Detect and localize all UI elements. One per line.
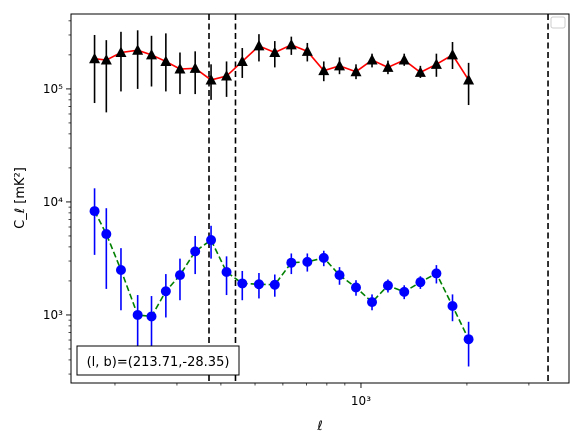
x-axis-label: ℓ	[316, 419, 322, 434]
data-point	[253, 279, 264, 290]
data-point	[463, 73, 475, 85]
axes: 10³ 10⁴ 10⁵ 10³	[43, 13, 570, 408]
data-point	[269, 279, 280, 290]
data-point	[221, 266, 232, 277]
data-point	[115, 46, 127, 57]
data-point	[431, 268, 442, 279]
data-point	[430, 58, 442, 69]
series-1	[89, 30, 475, 113]
data-point	[302, 256, 313, 267]
data-point	[351, 282, 362, 293]
data-point	[189, 62, 201, 73]
data-point	[237, 278, 248, 289]
data-point	[414, 66, 426, 77]
legend-box	[550, 16, 566, 29]
data-point	[132, 309, 143, 320]
data-point	[382, 61, 394, 72]
x-tick-label: 10³	[351, 394, 371, 408]
data-point	[160, 286, 171, 297]
annotation-text: (l, b)=(213.71,-28.35)	[87, 355, 230, 370]
data-point	[253, 39, 265, 51]
data-point	[447, 48, 459, 60]
data-point	[89, 206, 100, 217]
legend	[550, 16, 566, 29]
data-point	[399, 286, 410, 297]
data-point	[160, 55, 172, 66]
data-point	[146, 48, 158, 60]
axes-frame	[70, 13, 570, 384]
data-point	[174, 270, 185, 281]
data-point	[367, 297, 378, 308]
data-point	[334, 59, 346, 71]
data-point	[101, 229, 112, 240]
data-point	[100, 54, 112, 65]
data-point	[190, 246, 201, 257]
data-point	[398, 54, 410, 65]
data-point	[463, 334, 474, 345]
y-tick-label: 10⁴	[43, 195, 63, 209]
y-tick-label: 10³	[43, 308, 63, 322]
series-2	[89, 188, 474, 367]
data-point	[318, 252, 329, 263]
data-point	[286, 257, 297, 268]
data-point	[206, 235, 217, 246]
data-point	[350, 65, 362, 77]
data-point	[334, 270, 345, 281]
annotation-box: (l, b)=(213.71,-28.35)	[76, 345, 240, 376]
data-point	[269, 46, 281, 57]
data-point	[132, 44, 144, 55]
data-point	[318, 64, 330, 76]
data-point	[115, 264, 126, 275]
data-point	[221, 70, 233, 81]
data-point	[174, 63, 186, 74]
data-point	[415, 277, 426, 288]
data-point	[382, 280, 393, 291]
data-point	[366, 54, 378, 65]
data-point	[447, 301, 458, 312]
plot-area	[89, 14, 549, 383]
data-point	[285, 38, 297, 50]
data-point	[205, 73, 217, 85]
y-tick-label: 10⁵	[43, 82, 63, 96]
data-point	[89, 52, 101, 64]
y-axis-label: C_ℓ [mK²]	[13, 167, 28, 229]
data-point	[301, 45, 313, 56]
data-point	[236, 55, 248, 66]
data-point	[146, 311, 157, 322]
